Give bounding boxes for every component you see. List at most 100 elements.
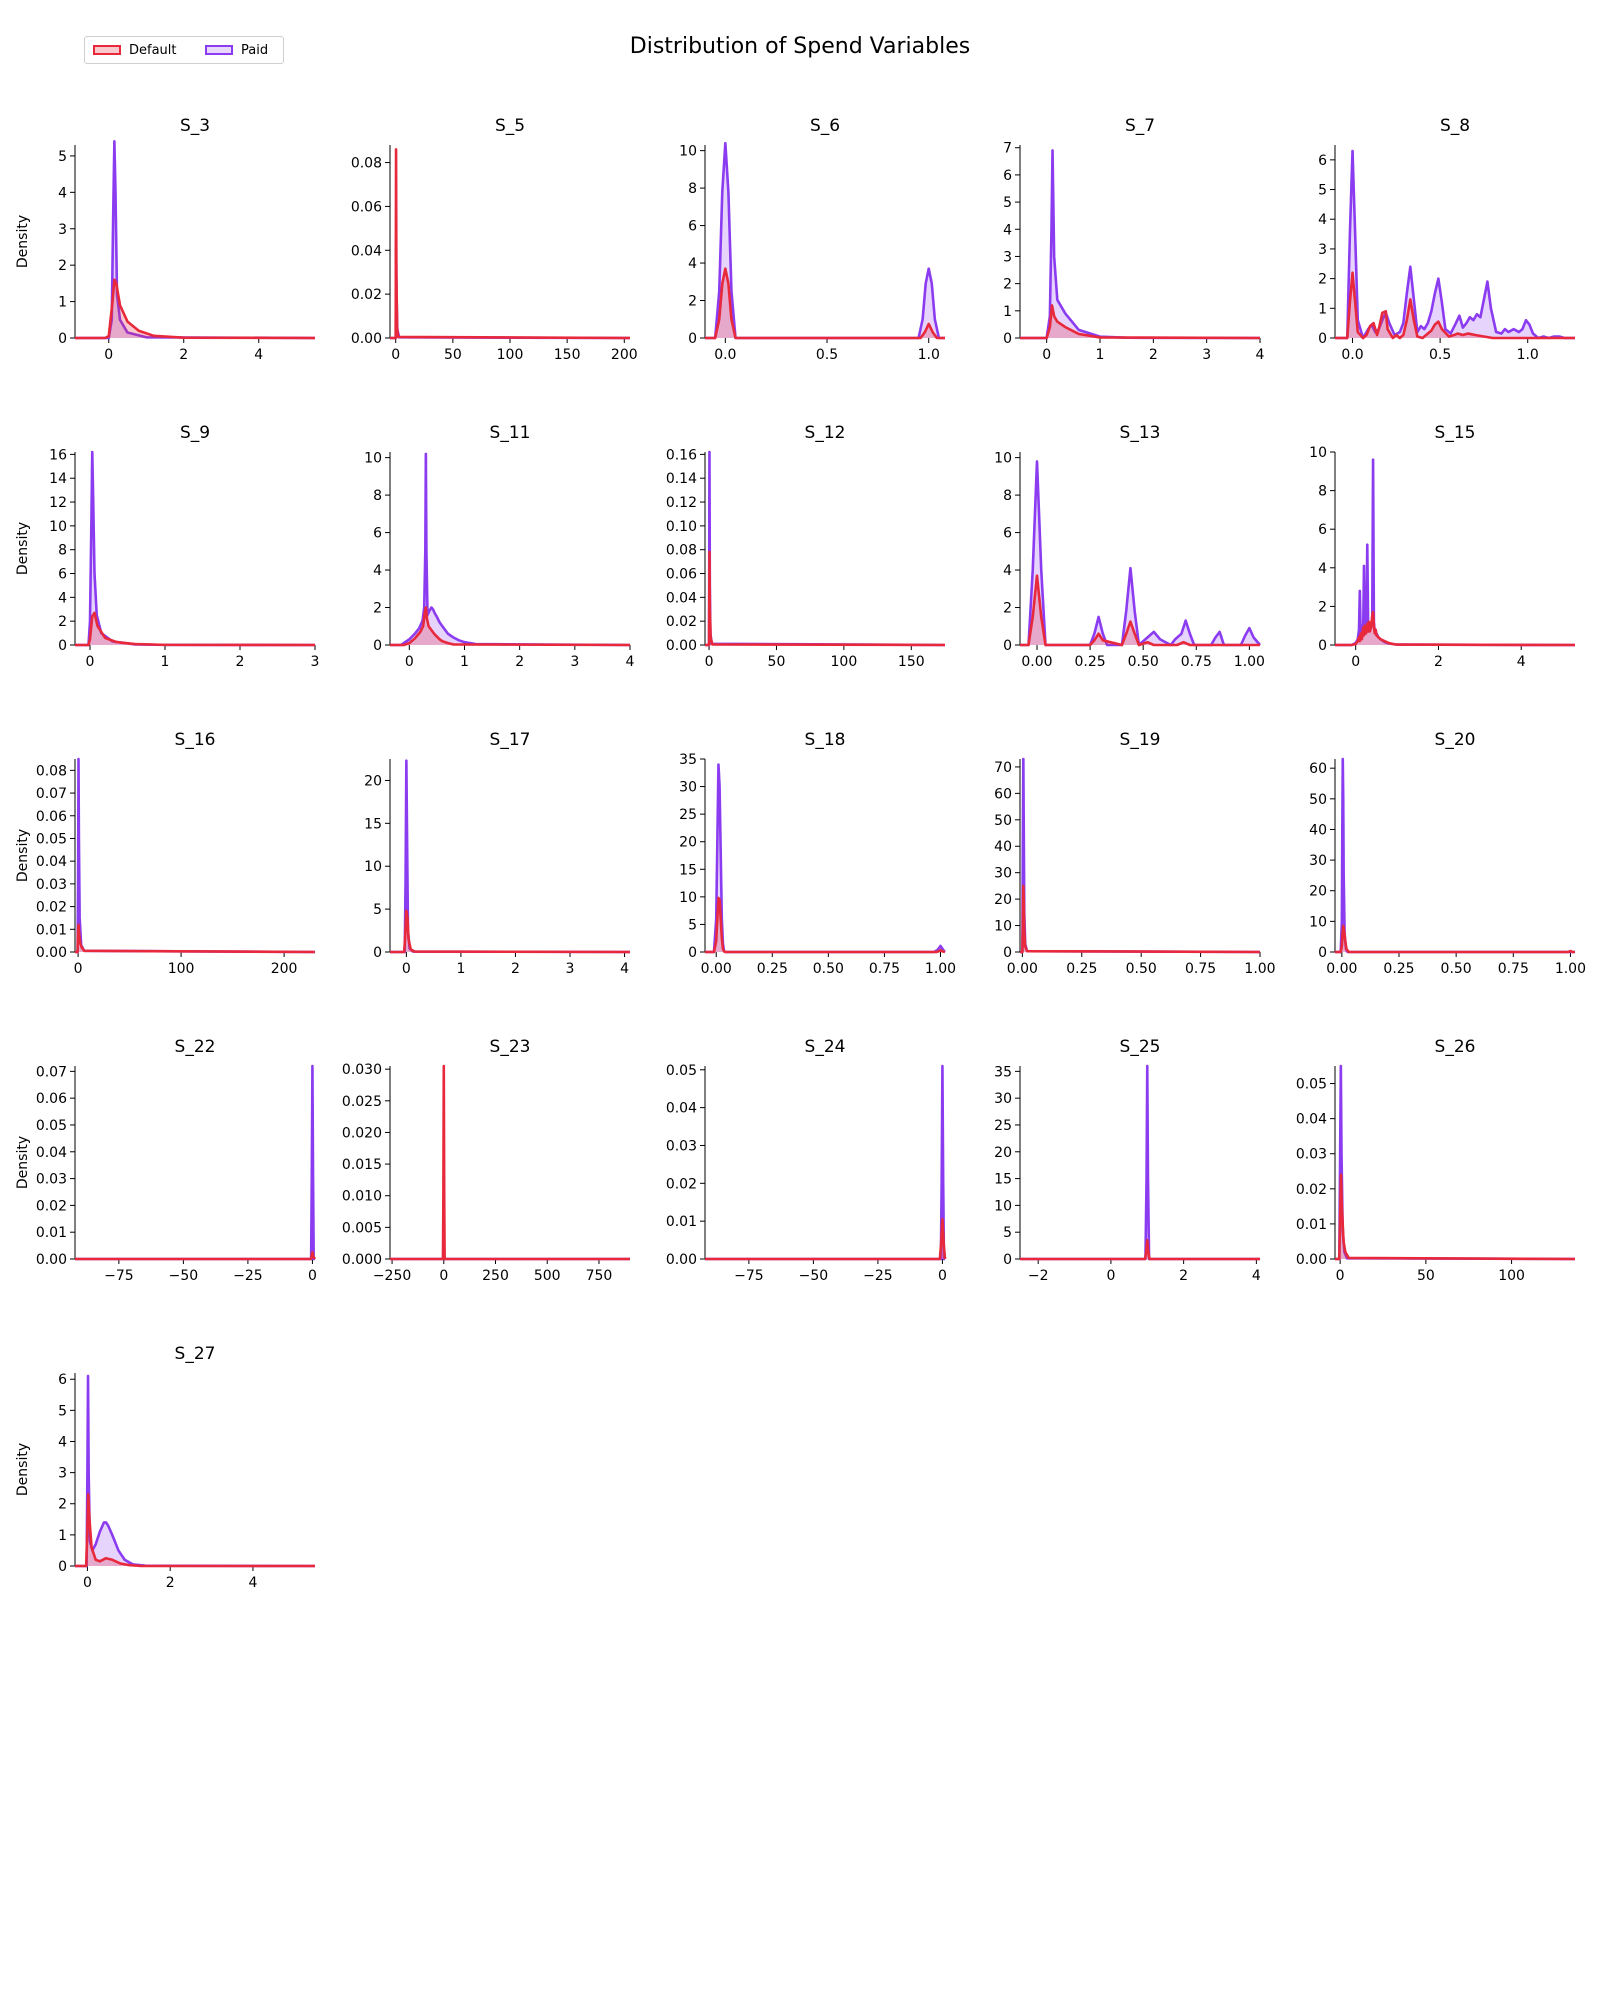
x-tick-label-s-12: 100 <box>831 654 858 670</box>
x-tick-label-s-25: 4 <box>1252 1268 1261 1284</box>
y-tick-label-s-15: 2 <box>1318 599 1327 615</box>
y-tick-label-s-8: 6 <box>1318 153 1327 169</box>
subplot-s-24: S_24 0.00 0.01 0.02 0.03 0.04 0.05 −75 −50 −25 0 <box>666 1037 947 1284</box>
x-tick-label-s-13: 0.25 <box>1075 654 1106 670</box>
y-tick-label-s-7: 1 <box>1003 304 1012 320</box>
y-tick-label-s-24: 0.03 <box>666 1138 697 1154</box>
y-tick-label-s-22: 0.07 <box>36 1064 67 1080</box>
x-tick-label-s-19: 0.25 <box>1066 961 1097 977</box>
density-fill-paid-s-22 <box>75 1066 315 1259</box>
y-tick-label-s-7: 6 <box>1003 168 1012 184</box>
y-tick-label-s-18: 5 <box>688 917 697 933</box>
density-line-paid-s-22 <box>75 1064 316 1261</box>
y-tick-label-s-9: 0 <box>58 638 67 654</box>
x-tick-label-s-17: 2 <box>511 961 520 977</box>
figure-title: Distribution of Spend Variables <box>629 34 971 59</box>
subplot-title-s-6: S_6 <box>810 116 840 136</box>
subplot-s-3: S_3 Density 0 1 2 3 4 5 0 2 4 <box>15 116 316 363</box>
subplot-title-s-3: S_3 <box>180 116 210 136</box>
y-tick-label-s-23: 0.030 <box>342 1062 382 1078</box>
y-axis-label-s-9: Density <box>15 522 31 575</box>
y-tick-label-s-19: 70 <box>994 760 1012 776</box>
y-tick-label-s-9: 8 <box>58 543 67 559</box>
y-tick-label-s-9: 12 <box>49 495 67 511</box>
y-tick-label-s-15: 0 <box>1318 638 1327 654</box>
x-tick-label-s-13: 0.00 <box>1021 654 1052 670</box>
density-fill-paid-s-24 <box>705 1066 945 1259</box>
y-tick-label-s-19: 50 <box>994 813 1012 829</box>
y-tick-label-s-12: 0.14 <box>666 471 697 487</box>
density-line-paid-s-23 <box>390 1207 630 1261</box>
y-tick-label-s-24: 0.05 <box>666 1063 697 1079</box>
density-fill-paid-s-18 <box>705 764 945 952</box>
y-tick-label-s-8: 5 <box>1318 183 1327 199</box>
density-line-paid-s-12 <box>705 450 946 647</box>
legend-item-paid: Paid <box>205 41 268 59</box>
y-tick-label-s-12: 0.12 <box>666 495 697 511</box>
density-line-paid-s-19 <box>1020 757 1261 954</box>
y-tick-label-s-20: 0 <box>1318 945 1327 961</box>
x-tick-label-s-23: 750 <box>586 1268 613 1284</box>
y-tick-label-s-23: 0.020 <box>342 1125 382 1141</box>
y-tick-label-s-26: 0.05 <box>1296 1077 1327 1093</box>
x-tick-label-s-20: 0.25 <box>1383 961 1414 977</box>
y-tick-label-s-16: 0.04 <box>36 854 67 870</box>
y-tick-label-s-6: 4 <box>688 256 697 272</box>
density-fill-paid-s-9 <box>75 452 315 645</box>
y-tick-label-s-5: 0.02 <box>351 287 382 303</box>
x-tick-label-s-13: 1.00 <box>1234 654 1265 670</box>
x-tick-label-s-18: 0.50 <box>813 961 844 977</box>
x-tick-label-s-3: 2 <box>179 347 188 363</box>
density-line-paid-s-27 <box>75 1374 316 1568</box>
y-tick-label-s-11: 0 <box>373 638 382 654</box>
subplot-s-6: S_6 0 2 4 6 8 10 0.0 0.5 1.0 <box>679 116 945 363</box>
density-fill-default-s-5 <box>390 149 630 338</box>
y-tick-label-s-16: 0.00 <box>36 945 67 961</box>
legend-swatch-default <box>93 45 121 55</box>
y-tick-label-s-22: 0.02 <box>36 1198 67 1214</box>
y-tick-label-s-18: 20 <box>679 835 697 851</box>
density-line-default-s-19 <box>1020 884 1261 954</box>
density-line-default-s-16 <box>75 923 316 954</box>
subplot-title-s-24: S_24 <box>805 1037 846 1057</box>
x-tick-label-s-12: 150 <box>898 654 925 670</box>
y-tick-label-s-16: 0.06 <box>36 809 67 825</box>
y-tick-label-s-5: 0.08 <box>351 156 382 172</box>
y-tick-label-s-11: 4 <box>373 563 382 579</box>
x-tick-label-s-20: 0.00 <box>1326 961 1357 977</box>
x-tick-label-s-7: 1 <box>1096 347 1105 363</box>
y-tick-label-s-5: 0.04 <box>351 243 382 259</box>
density-fill-default-s-9 <box>75 612 315 645</box>
x-tick-label-s-5: 0 <box>391 347 400 363</box>
y-tick-label-s-18: 25 <box>679 807 697 823</box>
density-line-default-s-17 <box>390 909 631 954</box>
x-tick-label-s-9: 0 <box>86 654 95 670</box>
y-tick-label-s-20: 20 <box>1309 884 1327 900</box>
subplot-title-s-22: S_22 <box>175 1037 216 1057</box>
y-tick-label-s-12: 0.08 <box>666 543 697 559</box>
density-line-default-s-8 <box>1335 271 1575 340</box>
density-fill-paid-s-23 <box>390 1208 630 1259</box>
legend: Default Paid <box>84 36 284 64</box>
legend-swatch-paid <box>205 45 233 55</box>
subplot-s-16: S_16 Density 0.00 0.01 0.02 0.03 0.04 0.05 0.06 0… <box>15 730 316 977</box>
y-tick-label-s-5: 0.00 <box>351 331 382 347</box>
x-tick-label-s-23: −250 <box>373 1268 411 1284</box>
x-tick-label-s-26: 100 <box>1498 1268 1525 1284</box>
density-fill-default-s-18 <box>705 897 945 952</box>
density-fill-default-s-11 <box>390 607 630 645</box>
density-line-default-s-22 <box>75 1251 317 1261</box>
y-tick-label-s-25: 25 <box>994 1118 1012 1134</box>
x-tick-label-s-3: 0 <box>104 347 113 363</box>
x-tick-label-s-17: 1 <box>456 961 465 977</box>
x-tick-label-s-20: 0.75 <box>1498 961 1529 977</box>
density-fill-paid-s-27 <box>75 1376 315 1566</box>
subplot-title-s-8: S_8 <box>1440 116 1470 136</box>
y-tick-label-s-9: 16 <box>49 447 67 463</box>
x-tick-label-s-27: 4 <box>248 1575 257 1591</box>
x-tick-label-s-26: 0 <box>1336 1268 1345 1284</box>
y-tick-label-s-25: 35 <box>994 1064 1012 1080</box>
y-tick-label-s-20: 30 <box>1309 853 1327 869</box>
x-tick-label-s-8: 0.5 <box>1429 347 1451 363</box>
y-tick-label-s-6: 8 <box>688 181 697 197</box>
